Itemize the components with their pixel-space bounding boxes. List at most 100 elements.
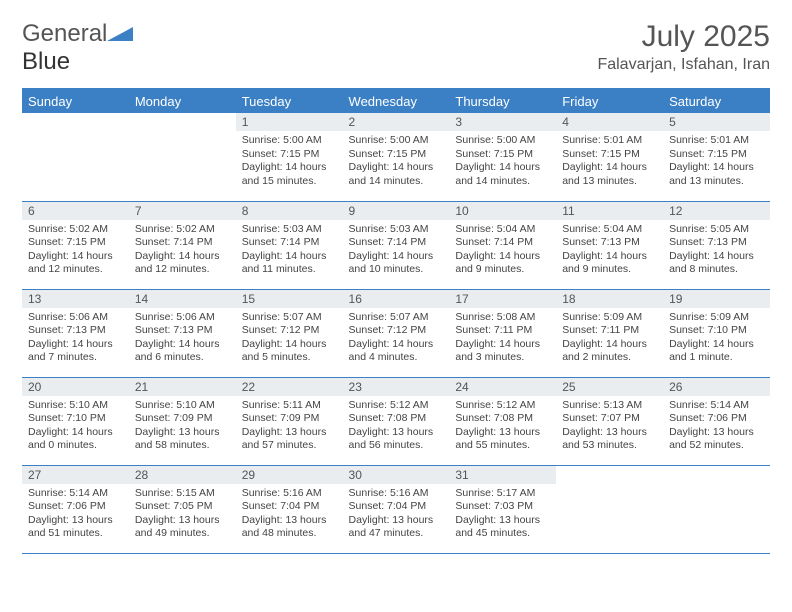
- day-details: Sunrise: 5:16 AMSunset: 7:04 PMDaylight:…: [343, 484, 450, 546]
- weekday-header: Friday: [556, 90, 663, 113]
- sunset-line: Sunset: 7:15 PM: [562, 148, 657, 162]
- day-details: Sunrise: 5:03 AMSunset: 7:14 PMDaylight:…: [236, 220, 343, 282]
- calendar-cell: 13Sunrise: 5:06 AMSunset: 7:13 PMDayligh…: [22, 289, 129, 377]
- day-details: Sunrise: 5:05 AMSunset: 7:13 PMDaylight:…: [663, 220, 770, 282]
- sunrise-line: Sunrise: 5:12 AM: [349, 399, 444, 413]
- day-details: Sunrise: 5:12 AMSunset: 7:08 PMDaylight:…: [343, 396, 450, 458]
- sunrise-line: Sunrise: 5:14 AM: [28, 487, 123, 501]
- sunset-line: Sunset: 7:15 PM: [669, 148, 764, 162]
- day-number: 23: [343, 378, 450, 396]
- calendar-cell: 24Sunrise: 5:12 AMSunset: 7:08 PMDayligh…: [449, 377, 556, 465]
- daylight-line: Daylight: 14 hours and 3 minutes.: [455, 338, 550, 365]
- day-number: 28: [129, 466, 236, 484]
- sunset-line: Sunset: 7:11 PM: [455, 324, 550, 338]
- sunrise-line: Sunrise: 5:04 AM: [455, 223, 550, 237]
- logo-word2: Blue: [22, 48, 70, 75]
- calendar-cell: 3Sunrise: 5:00 AMSunset: 7:15 PMDaylight…: [449, 113, 556, 201]
- day-details: Sunrise: 5:14 AMSunset: 7:06 PMDaylight:…: [663, 396, 770, 458]
- daylight-line: Daylight: 14 hours and 15 minutes.: [242, 161, 337, 188]
- day-details: Sunrise: 5:01 AMSunset: 7:15 PMDaylight:…: [663, 131, 770, 193]
- day-number: 29: [236, 466, 343, 484]
- daylight-line: Daylight: 14 hours and 2 minutes.: [562, 338, 657, 365]
- day-details: Sunrise: 5:09 AMSunset: 7:11 PMDaylight:…: [556, 308, 663, 370]
- sunset-line: Sunset: 7:03 PM: [455, 500, 550, 514]
- sunrise-line: Sunrise: 5:06 AM: [135, 311, 230, 325]
- daylight-line: Daylight: 14 hours and 11 minutes.: [242, 250, 337, 277]
- sunset-line: Sunset: 7:04 PM: [242, 500, 337, 514]
- header: GeneralBlue July 2025 Falavarjan, Isfaha…: [22, 20, 770, 76]
- sunset-line: Sunset: 7:13 PM: [135, 324, 230, 338]
- day-details: Sunrise: 5:10 AMSunset: 7:09 PMDaylight:…: [129, 396, 236, 458]
- day-details: Sunrise: 5:00 AMSunset: 7:15 PMDaylight:…: [236, 131, 343, 193]
- sunrise-line: Sunrise: 5:05 AM: [669, 223, 764, 237]
- day-number: 16: [343, 290, 450, 308]
- day-number: 10: [449, 202, 556, 220]
- daylight-line: Daylight: 13 hours and 48 minutes.: [242, 514, 337, 541]
- daylight-line: Daylight: 14 hours and 6 minutes.: [135, 338, 230, 365]
- sunrise-line: Sunrise: 5:00 AM: [242, 134, 337, 148]
- calendar-cell: 1Sunrise: 5:00 AMSunset: 7:15 PMDaylight…: [236, 113, 343, 201]
- sunset-line: Sunset: 7:13 PM: [562, 236, 657, 250]
- daylight-line: Daylight: 14 hours and 14 minutes.: [455, 161, 550, 188]
- sunrise-line: Sunrise: 5:07 AM: [242, 311, 337, 325]
- calendar-cell: 21Sunrise: 5:10 AMSunset: 7:09 PMDayligh…: [129, 377, 236, 465]
- calendar-cell: 16Sunrise: 5:07 AMSunset: 7:12 PMDayligh…: [343, 289, 450, 377]
- sunrise-line: Sunrise: 5:02 AM: [28, 223, 123, 237]
- sunset-line: Sunset: 7:10 PM: [28, 412, 123, 426]
- calendar-week-row: 1Sunrise: 5:00 AMSunset: 7:15 PMDaylight…: [22, 113, 770, 201]
- calendar-cell: 18Sunrise: 5:09 AMSunset: 7:11 PMDayligh…: [556, 289, 663, 377]
- daylight-line: Daylight: 14 hours and 9 minutes.: [562, 250, 657, 277]
- calendar-cell: [556, 465, 663, 553]
- daylight-line: Daylight: 14 hours and 12 minutes.: [28, 250, 123, 277]
- day-number: 11: [556, 202, 663, 220]
- sunset-line: Sunset: 7:15 PM: [28, 236, 123, 250]
- page-title: July 2025: [597, 20, 770, 54]
- calendar-cell: 7Sunrise: 5:02 AMSunset: 7:14 PMDaylight…: [129, 201, 236, 289]
- day-number: 15: [236, 290, 343, 308]
- sunset-line: Sunset: 7:07 PM: [562, 412, 657, 426]
- calendar-table: SundayMondayTuesdayWednesdayThursdayFrid…: [22, 90, 770, 554]
- day-number: 21: [129, 378, 236, 396]
- calendar-cell: 11Sunrise: 5:04 AMSunset: 7:13 PMDayligh…: [556, 201, 663, 289]
- sunrise-line: Sunrise: 5:13 AM: [562, 399, 657, 413]
- sunrise-line: Sunrise: 5:09 AM: [669, 311, 764, 325]
- day-number: 13: [22, 290, 129, 308]
- day-details: Sunrise: 5:11 AMSunset: 7:09 PMDaylight:…: [236, 396, 343, 458]
- daylight-line: Daylight: 13 hours and 56 minutes.: [349, 426, 444, 453]
- day-number: 9: [343, 202, 450, 220]
- location: Falavarjan, Isfahan, Iran: [597, 56, 770, 74]
- day-number: 30: [343, 466, 450, 484]
- daylight-line: Daylight: 13 hours and 52 minutes.: [669, 426, 764, 453]
- day-details: Sunrise: 5:00 AMSunset: 7:15 PMDaylight:…: [343, 131, 450, 193]
- sunset-line: Sunset: 7:14 PM: [349, 236, 444, 250]
- calendar-cell: 19Sunrise: 5:09 AMSunset: 7:10 PMDayligh…: [663, 289, 770, 377]
- calendar-cell: 6Sunrise: 5:02 AMSunset: 7:15 PMDaylight…: [22, 201, 129, 289]
- calendar-cell: 28Sunrise: 5:15 AMSunset: 7:05 PMDayligh…: [129, 465, 236, 553]
- day-number: 3: [449, 113, 556, 131]
- sunset-line: Sunset: 7:10 PM: [669, 324, 764, 338]
- sunset-line: Sunset: 7:06 PM: [28, 500, 123, 514]
- calendar-cell: [22, 113, 129, 201]
- day-number: 4: [556, 113, 663, 131]
- day-details: Sunrise: 5:16 AMSunset: 7:04 PMDaylight:…: [236, 484, 343, 546]
- day-details: Sunrise: 5:08 AMSunset: 7:11 PMDaylight:…: [449, 308, 556, 370]
- calendar-cell: 26Sunrise: 5:14 AMSunset: 7:06 PMDayligh…: [663, 377, 770, 465]
- day-number: 19: [663, 290, 770, 308]
- daylight-line: Daylight: 14 hours and 8 minutes.: [669, 250, 764, 277]
- calendar-cell: 25Sunrise: 5:13 AMSunset: 7:07 PMDayligh…: [556, 377, 663, 465]
- daylight-line: Daylight: 14 hours and 12 minutes.: [135, 250, 230, 277]
- weekday-header: Sunday: [22, 90, 129, 113]
- sunset-line: Sunset: 7:15 PM: [455, 148, 550, 162]
- sunrise-line: Sunrise: 5:14 AM: [669, 399, 764, 413]
- logo-triangle-icon: [107, 20, 133, 48]
- day-details: Sunrise: 5:07 AMSunset: 7:12 PMDaylight:…: [343, 308, 450, 370]
- logo-text: GeneralBlue: [22, 20, 133, 76]
- sunset-line: Sunset: 7:08 PM: [455, 412, 550, 426]
- daylight-line: Daylight: 14 hours and 7 minutes.: [28, 338, 123, 365]
- weekday-header-row: SundayMondayTuesdayWednesdayThursdayFrid…: [22, 90, 770, 113]
- sunset-line: Sunset: 7:15 PM: [242, 148, 337, 162]
- daylight-line: Daylight: 14 hours and 13 minutes.: [562, 161, 657, 188]
- calendar-week-row: 20Sunrise: 5:10 AMSunset: 7:10 PMDayligh…: [22, 377, 770, 465]
- sunset-line: Sunset: 7:14 PM: [455, 236, 550, 250]
- sunrise-line: Sunrise: 5:11 AM: [242, 399, 337, 413]
